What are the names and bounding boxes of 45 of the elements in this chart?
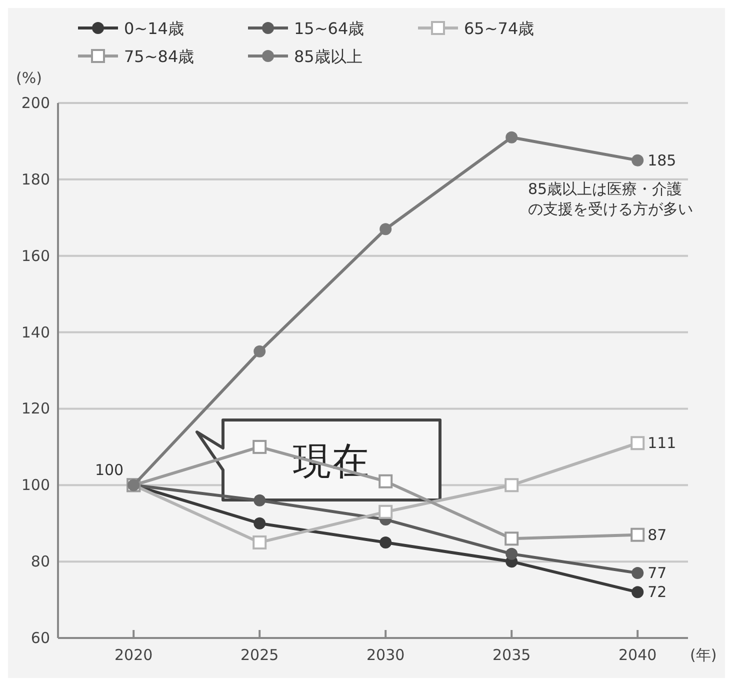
point bbox=[504, 532, 519, 546]
point bbox=[252, 535, 267, 550]
data-label: 185 bbox=[648, 151, 676, 170]
x-tick-label: 2040 bbox=[618, 646, 657, 664]
data-label: 72 bbox=[648, 583, 667, 602]
legend-label: 85歳以上 bbox=[294, 47, 362, 66]
data-label: 87 bbox=[648, 526, 667, 544]
x-tick-label: 2030 bbox=[366, 646, 405, 664]
x-tick-label: 2035 bbox=[492, 646, 531, 664]
annotation: 85歳以上は医療・介護の支援を受ける方が多い bbox=[528, 180, 693, 218]
point bbox=[254, 345, 266, 358]
x-tick-label: 2020 bbox=[114, 646, 153, 664]
point bbox=[378, 504, 393, 519]
data-label: 100 bbox=[94, 461, 124, 480]
y-tick-label: 100 bbox=[21, 476, 50, 494]
y-tick-label: 120 bbox=[21, 400, 50, 418]
point bbox=[506, 131, 518, 144]
legend-label: 75~84歳 bbox=[124, 47, 194, 66]
data-label: 77 bbox=[648, 564, 667, 582]
legend-label: 0~14歳 bbox=[124, 19, 184, 38]
point bbox=[506, 548, 518, 560]
point bbox=[254, 517, 266, 530]
point bbox=[380, 536, 392, 548]
y-tick-label: 180 bbox=[21, 170, 50, 188]
point bbox=[632, 586, 644, 598]
point bbox=[630, 436, 645, 450]
legend-label: 65~74歳 bbox=[464, 19, 534, 38]
point bbox=[632, 154, 644, 166]
y-tick-label: 60 bbox=[30, 629, 50, 647]
legend-label: 15~64歳 bbox=[294, 19, 364, 38]
y-axis-title: (%) bbox=[16, 69, 42, 87]
y-tick-label: 200 bbox=[21, 94, 50, 112]
x-axis-title: (年) bbox=[690, 646, 717, 664]
y-tick-label: 140 bbox=[21, 323, 50, 342]
point bbox=[632, 567, 644, 580]
y-tick-label: 80 bbox=[30, 552, 50, 571]
point bbox=[254, 494, 266, 506]
point bbox=[630, 528, 645, 542]
point bbox=[504, 478, 519, 492]
x-tick-label: 2025 bbox=[240, 646, 279, 664]
y-tick-label: 160 bbox=[21, 246, 50, 265]
data-label: 111 bbox=[648, 434, 676, 452]
point bbox=[252, 440, 267, 454]
point bbox=[380, 223, 392, 236]
point bbox=[378, 474, 393, 488]
